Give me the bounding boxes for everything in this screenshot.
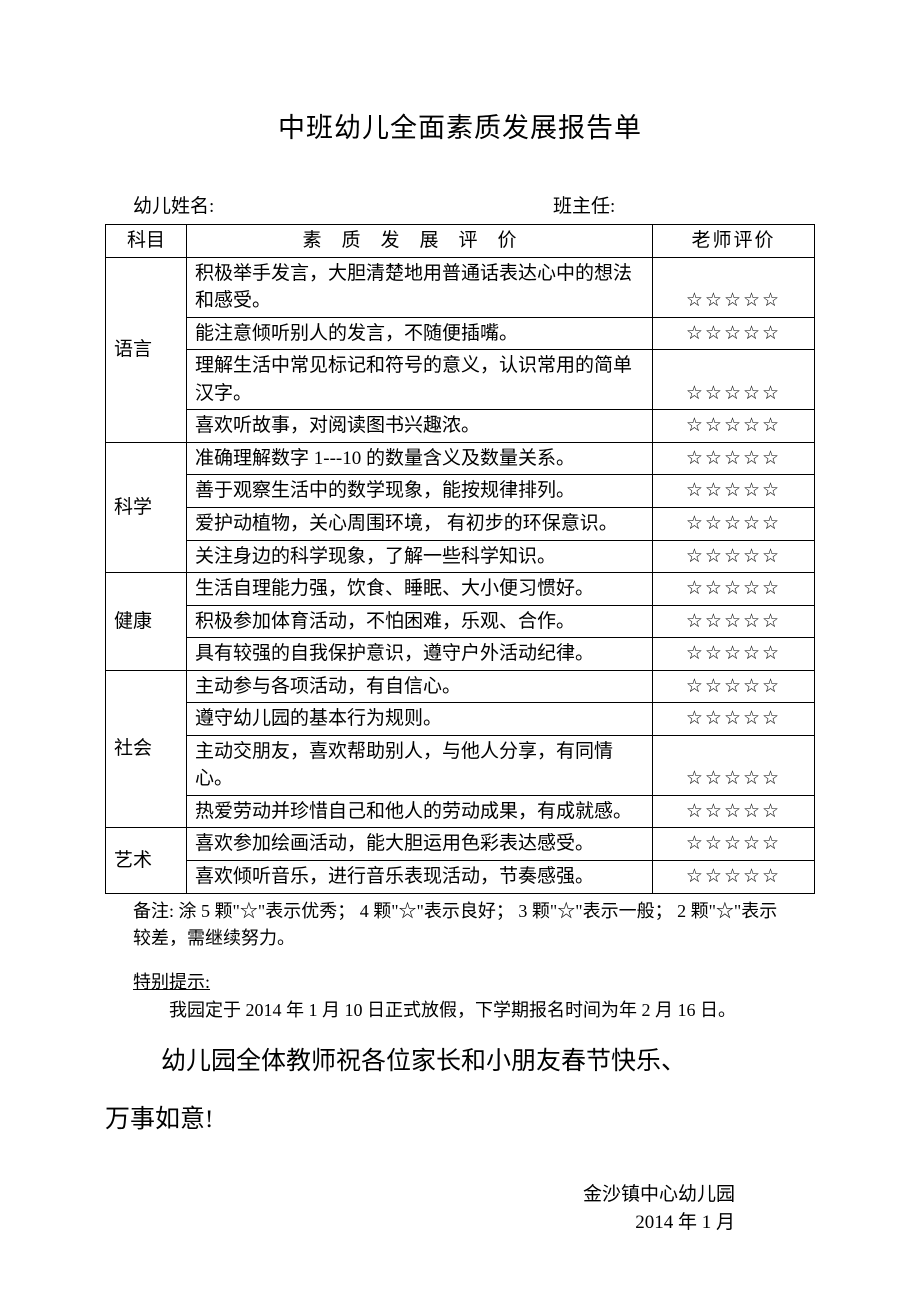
rating-cell: ☆☆☆☆☆: [652, 735, 814, 795]
subject-cell: 艺术: [106, 828, 187, 893]
criterion-cell: 喜欢参加绘画活动，能大胆运用色彩表达感受。: [187, 828, 653, 861]
table-row: 主动交朋友，喜欢帮助别人，与他人分享，有同情心。☆☆☆☆☆: [106, 735, 815, 795]
rating-cell: ☆☆☆☆☆: [652, 828, 814, 861]
info-row: 幼儿姓名: 班主任:: [105, 194, 815, 220]
subject-cell: 社会: [106, 670, 187, 828]
table-row: 社会主动参与各项活动，有自信心。☆☆☆☆☆: [106, 670, 815, 703]
table-row: 能注意倾听别人的发言，不随便插嘴。☆☆☆☆☆: [106, 317, 815, 350]
greeting-line2: 万事如意!: [105, 1080, 815, 1138]
header-desc: 素质发展评价: [187, 225, 653, 258]
rating-cell: ☆☆☆☆☆: [652, 861, 814, 894]
rating-cell: ☆☆☆☆☆: [652, 508, 814, 541]
rating-cell: ☆☆☆☆☆: [652, 573, 814, 606]
criterion-cell: 生活自理能力强，饮食、睡眠、大小便习惯好。: [187, 573, 653, 606]
rating-cell: ☆☆☆☆☆: [652, 670, 814, 703]
student-name-label: 幼儿姓名:: [133, 194, 553, 220]
table-row: 语言积极举手发言，大胆清楚地用普通话表达心中的想法和感受。☆☆☆☆☆: [106, 257, 815, 317]
table-row: 喜欢听故事，对阅读图书兴趣浓。☆☆☆☆☆: [106, 410, 815, 443]
criterion-cell: 主动参与各项活动，有自信心。: [187, 670, 653, 703]
table-row: 关注身边的科学现象，了解一些科学知识。☆☆☆☆☆: [106, 540, 815, 573]
table-row: 健康生活自理能力强，饮食、睡眠、大小便习惯好。☆☆☆☆☆: [106, 573, 815, 606]
rating-cell: ☆☆☆☆☆: [652, 605, 814, 638]
rating-cell: ☆☆☆☆☆: [652, 317, 814, 350]
table-row: 理解生活中常见标记和符号的意义，认识常用的简单汉字。☆☆☆☆☆: [106, 350, 815, 410]
criterion-cell: 积极举手发言，大胆清楚地用普通话表达心中的想法和感受。: [187, 257, 653, 317]
subject-cell: 科学: [106, 442, 187, 572]
table-row: 善于观察生活中的数学现象，能按规律排列。☆☆☆☆☆: [106, 475, 815, 508]
table-row: 科学准确理解数字 1---10 的数量含义及数量关系。☆☆☆☆☆: [106, 442, 815, 475]
rating-cell: ☆☆☆☆☆: [652, 257, 814, 317]
subject-cell: 语言: [106, 257, 187, 442]
rating-cell: ☆☆☆☆☆: [652, 638, 814, 671]
criterion-cell: 关注身边的科学现象，了解一些科学知识。: [187, 540, 653, 573]
criterion-cell: 具有较强的自我保护意识，遵守户外活动纪律。: [187, 638, 653, 671]
hint-label: 特别提示:: [133, 970, 210, 994]
criterion-cell: 喜欢倾听音乐，进行音乐表现活动，节奏感强。: [187, 861, 653, 894]
legend-note: 备注: 涂 5 颗"☆"表示优秀； 4 颗"☆"表示良好； 3 颗"☆"表示一般…: [105, 894, 815, 952]
table-row: 具有较强的自我保护意识，遵守户外活动纪律。☆☆☆☆☆: [106, 638, 815, 671]
criterion-cell: 喜欢听故事，对阅读图书兴趣浓。: [187, 410, 653, 443]
table-row: 艺术喜欢参加绘画活动，能大胆运用色彩表达感受。☆☆☆☆☆: [106, 828, 815, 861]
header-rating: 老师评价: [652, 225, 814, 258]
teacher-label: 班主任:: [553, 194, 615, 220]
report-title: 中班幼儿全面素质发展报告单: [105, 110, 815, 146]
rating-cell: ☆☆☆☆☆: [652, 795, 814, 828]
criterion-cell: 爱护动植物，关心周围环境， 有初步的环保意识。: [187, 508, 653, 541]
footer-date: 2014 年 1 月: [105, 1209, 735, 1238]
header-subject: 科目: [106, 225, 187, 258]
table-row: 遵守幼儿园的基本行为规则。☆☆☆☆☆: [106, 703, 815, 736]
rating-cell: ☆☆☆☆☆: [652, 350, 814, 410]
hint-block: 特别提示: 我园定于 2014 年 1 月 10 日正式放假，下学期报名时间为年…: [105, 952, 815, 1023]
greeting-line1: 幼儿园全体教师祝各位家长和小朋友春节快乐、: [105, 1022, 815, 1080]
criterion-cell: 热爱劳动并珍惜自己和他人的劳动成果，有成就感。: [187, 795, 653, 828]
criterion-cell: 能注意倾听别人的发言，不随便插嘴。: [187, 317, 653, 350]
rating-cell: ☆☆☆☆☆: [652, 540, 814, 573]
criterion-cell: 善于观察生活中的数学现象，能按规律排列。: [187, 475, 653, 508]
evaluation-table: 科目 素质发展评价 老师评价 语言积极举手发言，大胆清楚地用普通话表达心中的想法…: [105, 224, 815, 893]
footer-school: 金沙镇中心幼儿园: [105, 1181, 735, 1210]
rating-cell: ☆☆☆☆☆: [652, 410, 814, 443]
footer: 金沙镇中心幼儿园 2014 年 1 月: [105, 1181, 815, 1238]
subject-cell: 健康: [106, 573, 187, 671]
criterion-cell: 积极参加体育活动，不怕困难，乐观、合作。: [187, 605, 653, 638]
criterion-cell: 准确理解数字 1---10 的数量含义及数量关系。: [187, 442, 653, 475]
criterion-cell: 理解生活中常见标记和符号的意义，认识常用的简单汉字。: [187, 350, 653, 410]
table-row: 喜欢倾听音乐，进行音乐表现活动，节奏感强。☆☆☆☆☆: [106, 861, 815, 894]
hint-body: 我园定于 2014 年 1 月 10 日正式放假，下学期报名时间为年 2 月 1…: [133, 998, 787, 1022]
criterion-cell: 遵守幼儿园的基本行为规则。: [187, 703, 653, 736]
table-row: 热爱劳动并珍惜自己和他人的劳动成果，有成就感。☆☆☆☆☆: [106, 795, 815, 828]
criterion-cell: 主动交朋友，喜欢帮助别人，与他人分享，有同情心。: [187, 735, 653, 795]
rating-cell: ☆☆☆☆☆: [652, 442, 814, 475]
table-row: 爱护动植物，关心周围环境， 有初步的环保意识。☆☆☆☆☆: [106, 508, 815, 541]
table-row: 积极参加体育活动，不怕困难，乐观、合作。☆☆☆☆☆: [106, 605, 815, 638]
rating-cell: ☆☆☆☆☆: [652, 475, 814, 508]
rating-cell: ☆☆☆☆☆: [652, 703, 814, 736]
